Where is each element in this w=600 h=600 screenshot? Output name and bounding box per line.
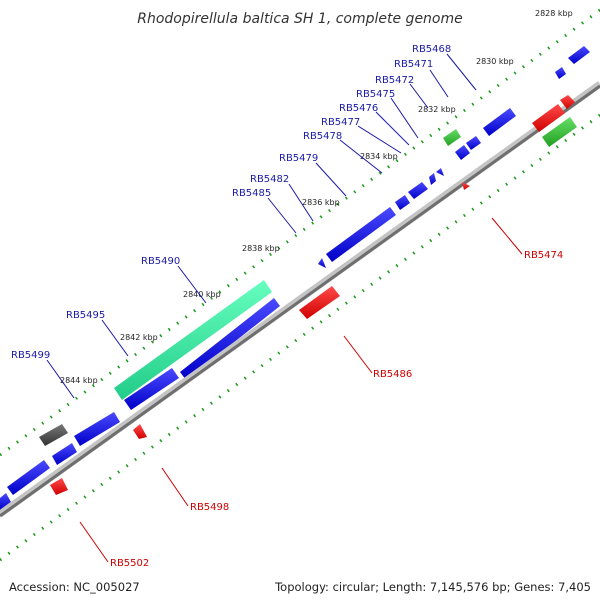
forward-gene-labels: RB5468 RB5471 RB5472 RB5475 RB5476 RB547… bbox=[11, 44, 451, 361]
kbp-label: 2828 kbp bbox=[535, 9, 573, 18]
gene-label-rb5486[interactable]: RB5486 bbox=[373, 369, 412, 380]
gene-label-rb5475[interactable]: RB5475 bbox=[356, 89, 395, 100]
reverse-genes bbox=[50, 95, 577, 495]
gene-fwd-2846a[interactable] bbox=[52, 443, 77, 465]
gene-rna-2829[interactable] bbox=[542, 117, 577, 147]
forward-scale-track bbox=[0, 8, 600, 457]
kbp-label: 2844 kbp bbox=[60, 376, 98, 385]
kbp-label: 2836 kbp bbox=[302, 198, 340, 207]
gene-rb5485[interactable] bbox=[326, 207, 396, 262]
kbp-label: 2838 kbp bbox=[242, 244, 280, 253]
kbp-label: 2834 kbp bbox=[360, 152, 398, 161]
kbp-label: 2832 kbp bbox=[418, 105, 456, 114]
gene-rb5479[interactable] bbox=[408, 182, 428, 199]
gene-label-rb5485[interactable]: RB5485 bbox=[232, 188, 271, 199]
kbp-label: 2840 kbp bbox=[183, 290, 221, 299]
gene-rb5474[interactable] bbox=[462, 182, 470, 190]
gene-label-rb5495[interactable]: RB5495 bbox=[66, 310, 105, 321]
gene-fwd-2828b[interactable] bbox=[555, 67, 566, 79]
gene-rb5482[interactable] bbox=[395, 195, 410, 210]
scale-labels: 2828 kbp 2830 kbp 2832 kbp 2834 kbp 2836… bbox=[60, 9, 573, 385]
gene-rev-2829a[interactable] bbox=[532, 104, 565, 132]
gene-label-rb5479[interactable]: RB5479 bbox=[279, 153, 318, 164]
reverse-scale-track bbox=[0, 113, 600, 562]
kbp-label: 2830 kbp bbox=[476, 57, 514, 66]
gene-rb5471[interactable] bbox=[483, 108, 516, 136]
genome-backbone-edge bbox=[0, 84, 600, 518]
gene-rb5476-rna[interactable] bbox=[443, 129, 461, 146]
accession-text: Accession: NC_005027 bbox=[9, 580, 140, 594]
gene-rb5472[interactable] bbox=[466, 136, 481, 150]
gene-label-rb5490[interactable]: RB5490 bbox=[141, 256, 180, 267]
gene-rb5490-highlight[interactable] bbox=[114, 280, 272, 400]
gene-rb5495[interactable] bbox=[124, 368, 179, 410]
topology-text: Topology: circular; Length: 7,145,576 bp… bbox=[275, 580, 591, 594]
gene-label-rb5478[interactable]: RB5478 bbox=[303, 131, 342, 142]
map-title: Rhodopirellula baltica SH 1, complete ge… bbox=[137, 11, 463, 27]
gene-rb5475[interactable] bbox=[455, 145, 470, 160]
gene-rb5499[interactable] bbox=[74, 412, 120, 446]
gene-label-rb5499[interactable]: RB5499 bbox=[11, 350, 50, 361]
gene-rb5502[interactable] bbox=[50, 478, 68, 495]
gene-label-rb5502[interactable]: RB5502 bbox=[110, 558, 149, 569]
gene-rev-2829b[interactable] bbox=[560, 95, 575, 109]
gene-rb5498[interactable] bbox=[133, 424, 147, 439]
forward-genes bbox=[0, 46, 590, 510]
gene-label-rb5468[interactable]: RB5468 bbox=[412, 44, 451, 55]
reverse-label-lines bbox=[79, 217, 523, 563]
gene-rb5478[interactable] bbox=[429, 173, 436, 185]
gene-fwd-2840[interactable] bbox=[180, 298, 280, 380]
gene-fwd-2838[interactable] bbox=[318, 258, 326, 268]
gene-fwd-2846b[interactable] bbox=[7, 460, 50, 495]
gene-label-rb5482[interactable]: RB5482 bbox=[250, 174, 289, 185]
forward-label-lines bbox=[46, 53, 477, 399]
gene-label-rb5472[interactable]: RB5472 bbox=[375, 75, 414, 86]
gene-label-rb5476[interactable]: RB5476 bbox=[339, 103, 378, 114]
gene-label-rb5471[interactable]: RB5471 bbox=[394, 59, 433, 70]
genome-backbone bbox=[0, 81, 600, 517]
kbp-label: 2842 kbp bbox=[120, 333, 158, 342]
gene-rb5486[interactable] bbox=[299, 286, 340, 319]
gene-fwd-2848[interactable] bbox=[0, 493, 11, 510]
gene-label-rb5498[interactable]: RB5498 bbox=[190, 502, 229, 513]
gene-rb5468[interactable] bbox=[568, 46, 590, 64]
reverse-gene-labels: RB5474 RB5486 RB5498 RB5502 bbox=[110, 250, 563, 569]
gene-label-rb5477[interactable]: RB5477 bbox=[321, 117, 360, 128]
gene-other-gray[interactable] bbox=[39, 424, 68, 446]
gene-label-rb5474[interactable]: RB5474 bbox=[524, 250, 563, 261]
gene-rb5477[interactable] bbox=[436, 168, 444, 176]
